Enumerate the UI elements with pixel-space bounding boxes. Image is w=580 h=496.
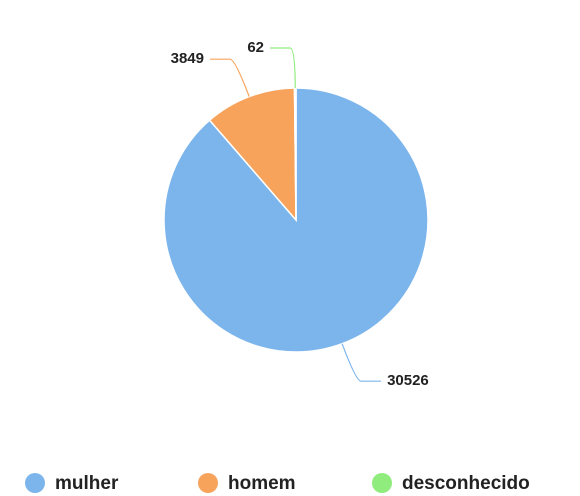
leader-line (210, 58, 250, 97)
legend-swatch (25, 473, 45, 493)
legend-swatch (372, 473, 392, 493)
legend-label: mulher (55, 473, 119, 494)
data-label: 62 (247, 39, 264, 56)
legend-label: desconhecido (402, 473, 530, 494)
legend: mulher homem desconhecido (25, 473, 530, 494)
leader-line (341, 343, 382, 382)
legend-swatch (198, 473, 218, 493)
data-label: 30526 (387, 372, 429, 389)
leader-line (270, 47, 296, 89)
legend-label: homem (228, 473, 296, 494)
data-label: 3849 (171, 50, 204, 67)
pie-slice (163, 87, 429, 353)
